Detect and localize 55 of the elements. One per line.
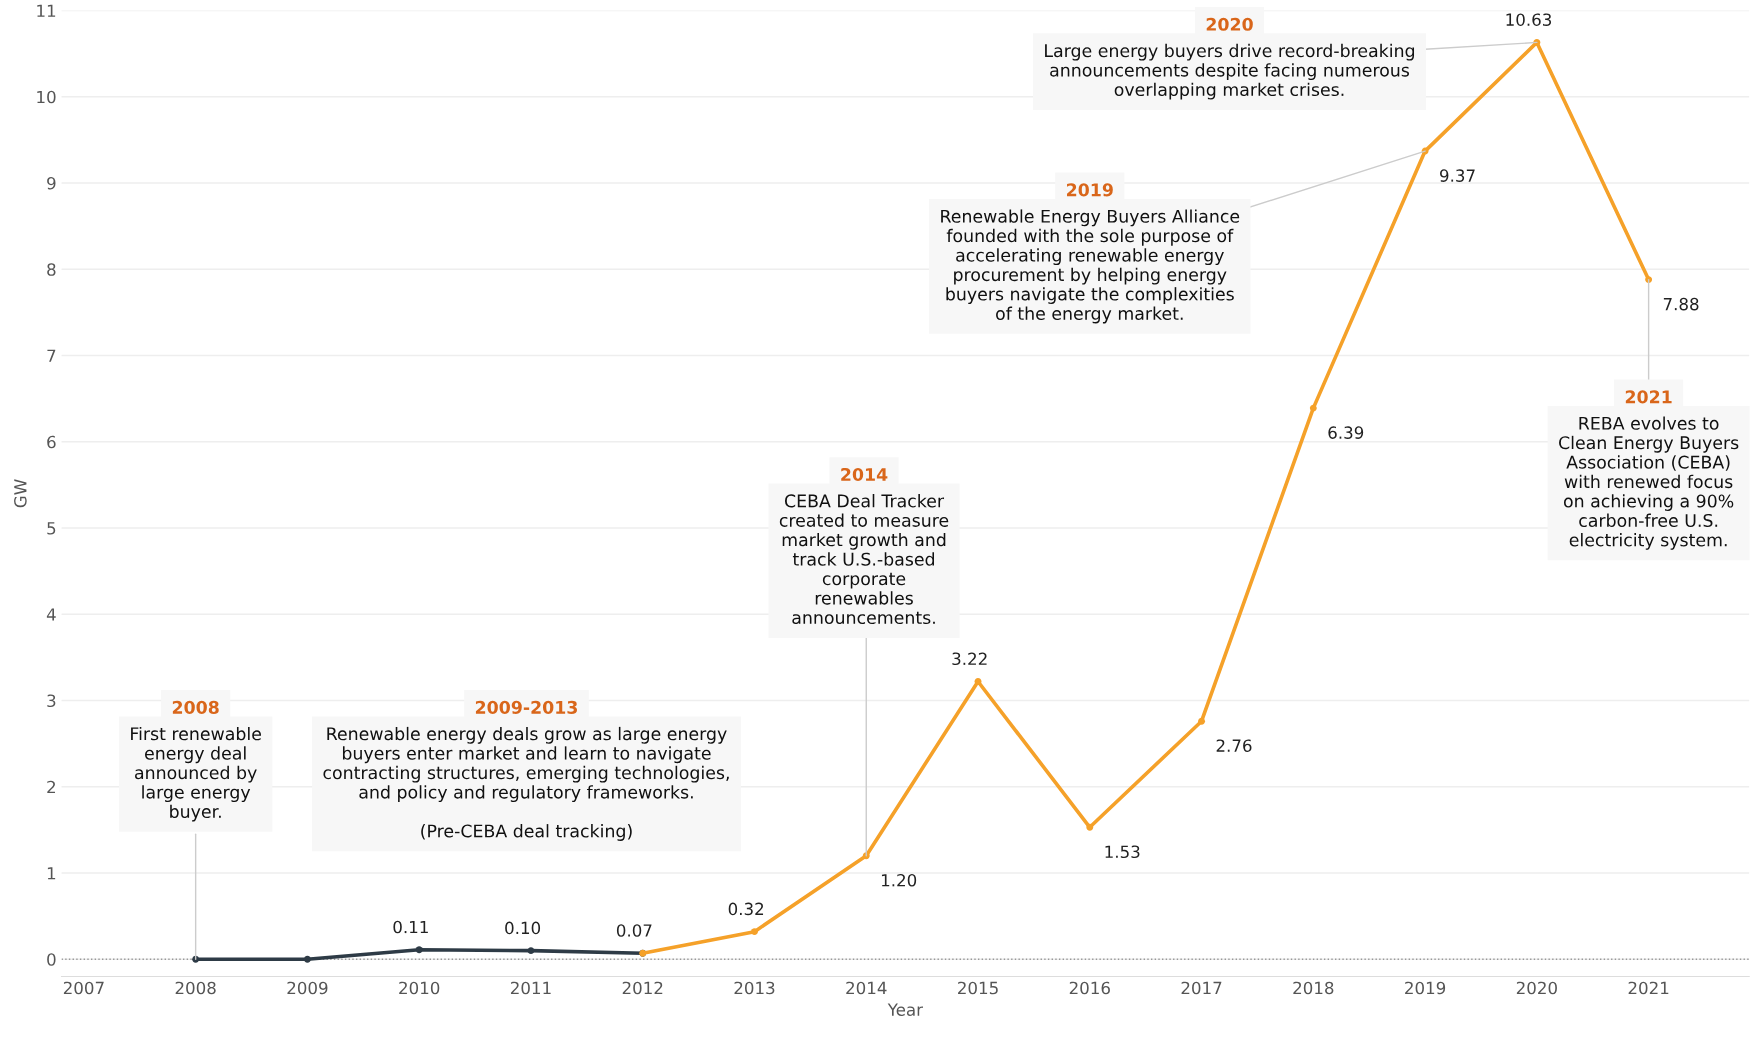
y-tick-label: 3 bbox=[47, 694, 56, 708]
y-axis-title: GW bbox=[14, 479, 27, 508]
x-tick-label: 2018 bbox=[1293, 981, 1334, 995]
x-tick-label: 2017 bbox=[1181, 981, 1222, 995]
point bbox=[527, 947, 535, 955]
x-tick-label: 2021 bbox=[1628, 981, 1669, 995]
text: 2009-2013 Renewable energy deals grow as large energy buyers enter market and learn to navigate contracting structures, emerging technologies, and policy and regulatory frameworks. (Pre-CEBA deal tracking) bbox=[323, 700, 729, 841]
point bbox=[751, 928, 758, 936]
y-tick-label: 10 bbox=[37, 90, 56, 104]
y-tick-label: 11 bbox=[37, 4, 56, 17]
x-tick-label: 2014 bbox=[846, 981, 887, 995]
x-tick-label: 2007 bbox=[63, 981, 104, 995]
y-tick-label: 8 bbox=[47, 263, 56, 276]
y-tick-label: 6 bbox=[47, 435, 56, 449]
x-tick-label: 2013 bbox=[734, 981, 775, 995]
data-label: 2.76 bbox=[1216, 739, 1252, 752]
point bbox=[1309, 404, 1317, 412]
x-tick-label: 2012 bbox=[622, 981, 663, 995]
data-label: 1.53 bbox=[1105, 845, 1140, 859]
y-tick-label: 5 bbox=[47, 522, 56, 535]
data-label: 9.37 bbox=[1440, 169, 1475, 182]
x-tick-label: 2020 bbox=[1516, 981, 1557, 995]
annotation: 2014 CEBA Deal Tracker created to measure market growth and track U.S.-based corporate renewables announcements. bbox=[779, 467, 949, 625]
data-label: 7.88 bbox=[1663, 297, 1699, 311]
x-tick-label: 2008 bbox=[175, 981, 216, 995]
data-label: 0.07 bbox=[616, 924, 652, 937]
annotation: 2008 First renewable energy deal announced by large energy buyer. bbox=[131, 700, 261, 822]
data-label: 6.39 bbox=[1328, 426, 1364, 439]
data-label: 10.63 bbox=[1506, 13, 1552, 26]
point bbox=[303, 955, 311, 963]
data-label: 0.32 bbox=[728, 902, 764, 916]
annotation: 2021 REBA evolves to Clean Energy Buyers Association (CEBA) with renewed focus on achieving a 90% carbon-free U.S. electricity system. bbox=[1559, 390, 1739, 550]
point bbox=[1198, 717, 1206, 725]
data-label: 3.22 bbox=[952, 652, 987, 666]
point bbox=[415, 946, 423, 954]
annotation: 2019 Renewable Energy Buyers Alliance founded with the sole purpose of accelerating renewable energy procurement by helping energy buyers navigate the complexities of the energy market. bbox=[941, 183, 1240, 324]
y-tick-label: 4 bbox=[46, 608, 56, 621]
x-axis-title: Year bbox=[887, 1003, 924, 1016]
data-label: 1.20 bbox=[881, 873, 917, 887]
annotation: 2020 Large energy buyers drive record-breaking announcements despite facing numerous overlapping market crises. bbox=[1045, 17, 1415, 100]
y-tick-label: 9 bbox=[47, 176, 56, 190]
y-tick-label: 7 bbox=[47, 349, 56, 362]
y-tick-label: 0 bbox=[47, 953, 56, 966]
x-tick-label: 2011 bbox=[510, 981, 551, 995]
data-label: 0.10 bbox=[505, 921, 541, 935]
x-tick-label: 2009 bbox=[287, 981, 328, 995]
point bbox=[1086, 823, 1094, 831]
y-tick-label: 2 bbox=[47, 780, 55, 794]
x-tick-label: 2010 bbox=[399, 981, 440, 995]
x-tick-label: 2019 bbox=[1405, 981, 1446, 995]
x-tick-label: 2016 bbox=[1069, 981, 1110, 995]
point bbox=[974, 678, 982, 685]
data-label: 0.11 bbox=[393, 920, 428, 934]
y-tick-label: 1 bbox=[47, 867, 56, 880]
x-tick-label: 2015 bbox=[958, 981, 998, 995]
